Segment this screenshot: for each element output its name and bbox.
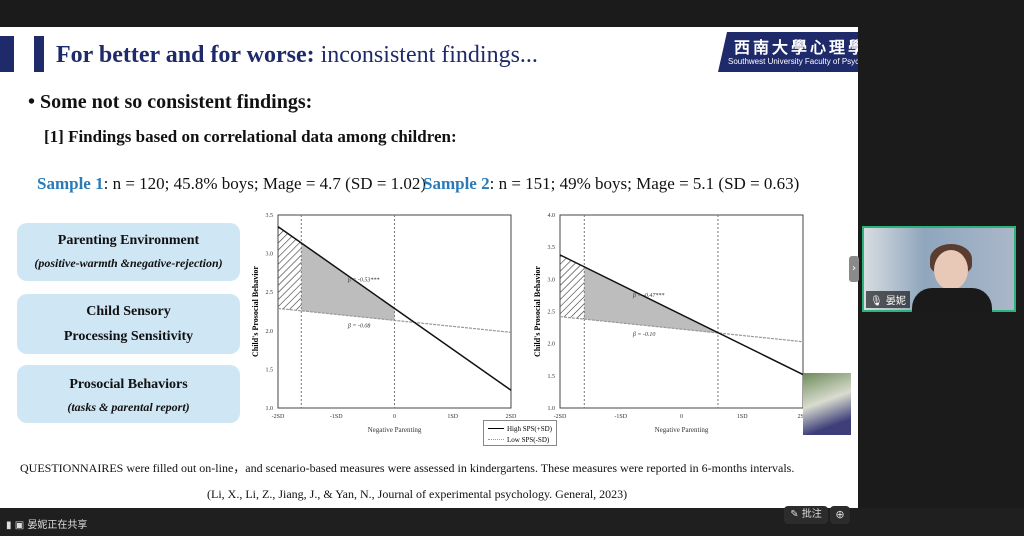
- y-tick-label: 2.0: [266, 329, 274, 335]
- y-tick-label: 2.5: [548, 310, 556, 316]
- y-tick-label: 3.0: [266, 252, 274, 258]
- slide-title: For better and for worse: inconsistent f…: [56, 42, 538, 68]
- annotate-button[interactable]: ✎ 批注: [784, 506, 828, 524]
- series-line-high-sps: [277, 225, 512, 391]
- y-tick-label: 4.0: [548, 213, 556, 219]
- beta-label-high: β = -0.47***: [632, 292, 665, 299]
- y-tick-label: 3.5: [548, 245, 556, 251]
- series-line-high-sps: [559, 254, 804, 376]
- subheading: [1] Findings based on correlational data…: [44, 127, 457, 146]
- y-tick-label: 2.5: [266, 290, 274, 296]
- series-line-low-sps: [277, 307, 512, 333]
- meeting-status-bar: ▮ ▣ 晏妮正在共享 ✎ 批注 ⊕: [0, 506, 1024, 536]
- x-axis-label: Negative Parenting: [655, 426, 709, 434]
- x-tick-label: -2SD: [554, 414, 567, 420]
- box-parenting-environment: Parenting Environment (positive-warmth &n…: [17, 223, 240, 281]
- x-tick-label: -2SD: [272, 414, 285, 420]
- microphone-icon: ▮: [6, 520, 12, 531]
- hatched-region: [278, 226, 302, 311]
- x-axis-label: Negative Parenting: [368, 426, 422, 434]
- x-tick-label: 2SD: [506, 414, 517, 420]
- y-tick-label: 1.5: [266, 367, 274, 373]
- x-tick-label: 0: [393, 414, 396, 420]
- y-tick-label: 3.0: [548, 277, 556, 283]
- series-line-low-sps: [559, 316, 804, 343]
- y-tick-label: 2.0: [548, 342, 556, 348]
- beta-label-low: β = -0.10: [632, 332, 656, 338]
- sharing-status: ▮ ▣ 晏妮正在共享: [6, 520, 88, 531]
- citation: (Li, X., Li, Z., Jiang, J., & Yan, N., J…: [207, 487, 628, 501]
- chart-sample-1: 1.0 1.5 2.0 2.5 3.0 3.5 -2SD -1SD 0 1SD 2SD Negativ…: [245, 205, 561, 435]
- presentation-slide: For better and for worse: inconsistent f…: [0, 27, 858, 508]
- x-tick-label: 0: [680, 414, 683, 420]
- legend-line-high: [488, 428, 504, 429]
- shaded-region: [301, 242, 395, 321]
- sample-2: Sample 2: n = 151; 49% boys; Mage = 5.1 …: [423, 174, 800, 193]
- y-tick-label: 1.0: [266, 406, 274, 412]
- x-tick-label: 1SD: [447, 414, 458, 420]
- graduation-photo: [803, 373, 851, 435]
- chart-sample-2: 1.01.52.02.53.03.54.0-2SD-1SD01SD2SDNega…: [527, 205, 843, 435]
- beta-label-low: β = -0.08: [347, 324, 371, 330]
- box-sensory-sensitivity: Child Sensory Processing Sensitivity: [17, 294, 240, 354]
- sample-1: Sample 1: n = 120; 45.8% boys; Mage = 4.…: [37, 174, 427, 193]
- participant-name: 🎙 晏妮: [866, 291, 910, 308]
- plot-frame: [559, 214, 804, 409]
- y-tick-label: 1.5: [548, 374, 556, 380]
- y-tick-label: 3.5: [266, 213, 274, 219]
- title-bar-decoration: [0, 36, 14, 72]
- title-bar-decoration: [34, 36, 44, 72]
- participant-video[interactable]: 🎙 晏妮: [862, 226, 1016, 312]
- x-tick-label: 1SD: [737, 414, 748, 420]
- screen-icon: ▣: [14, 520, 25, 531]
- method-note: QUESTIONNAIRES were filled out on-line，a…: [20, 461, 795, 475]
- x-tick-label: -1SD: [330, 414, 343, 420]
- bullet-heading: • Some not so consistent findings:: [28, 91, 313, 113]
- microphone-icon: 🎙: [870, 296, 883, 307]
- y-axis-label: Child's Prosocial Behavior: [533, 266, 542, 357]
- legend-line-low: [488, 439, 504, 440]
- expand-panel-chevron-icon[interactable]: ›: [849, 256, 859, 282]
- box-prosocial-behaviors: Prosocial Behaviors (tasks & parental rep…: [17, 365, 240, 423]
- y-axis-label: Child's Prosocial Behavior: [251, 266, 260, 357]
- beta-label-high: β = -0.53***: [347, 278, 380, 284]
- university-logo: 西南大學心理學部Southwest University Faculty of …: [718, 32, 858, 72]
- x-tick-label: -1SD: [614, 414, 627, 420]
- y-tick-label: 1.0: [548, 406, 556, 412]
- zoom-in-button[interactable]: ⊕: [830, 506, 850, 524]
- pen-icon: ✎: [790, 509, 799, 520]
- hatched-region: [560, 254, 585, 320]
- chart-legend: High SPS(+SD) Low SPS(-SD): [483, 420, 557, 446]
- zoom-in-icon: ⊕: [835, 508, 845, 521]
